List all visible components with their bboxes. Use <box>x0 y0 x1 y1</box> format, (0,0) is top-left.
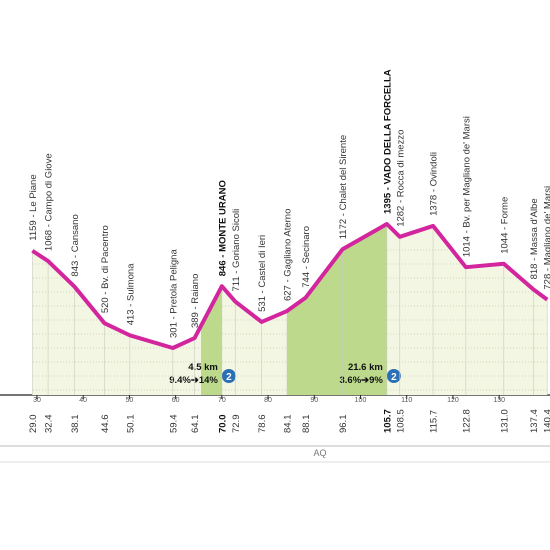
waypoint-km: 96.1 <box>338 415 349 434</box>
x-tick-label: 40 <box>79 397 87 404</box>
waypoint-km: 44.6 <box>100 415 111 434</box>
climb-gradient: 3.6%➔9% <box>340 375 384 386</box>
waypoint-label: 728 - Magliano de' Marsi <box>543 186 550 290</box>
x-tick-label: 120 <box>447 397 459 404</box>
waypoint-km: 88.1 <box>301 415 312 434</box>
waypoint-label: 1378 - Ovindoli <box>429 152 440 216</box>
x-tick-label: 60 <box>172 397 180 404</box>
waypoint-label: 1395 - VADO DELLA FORCELLA <box>382 69 393 214</box>
x-tick-label: 100 <box>355 397 367 404</box>
x-tick-label: 130 <box>493 397 505 404</box>
kom-badge <box>386 369 401 383</box>
waypoint-label: 531 - Castel di Ieri <box>257 235 268 312</box>
x-tick-label: 30 <box>33 397 41 404</box>
waypoint-label: 711 - Goriano Sicoli <box>231 209 242 292</box>
waypoint-label: 744 - Secinaro <box>301 226 312 288</box>
waypoint-label: 1068 - Campo di Giove <box>44 153 55 251</box>
region-label: AQ <box>313 448 326 458</box>
kom-badge <box>221 369 236 383</box>
waypoint-label: 413 - Sulmona <box>125 263 136 326</box>
waypoint-label: 301 - Pretola Peligna <box>168 249 179 338</box>
climb-distance: 21.6 km <box>348 362 383 373</box>
profile-line <box>31 222 549 350</box>
x-tick-label: 50 <box>126 397 134 404</box>
waypoint-label: 1172 - Chalet del Sirente <box>338 135 349 239</box>
waypoint-km: 29.0 <box>28 415 39 434</box>
climb-area <box>287 224 387 395</box>
waypoint-label: 846 - MONTE URANO <box>217 180 228 276</box>
climb-distance: 4.5 km <box>188 362 218 373</box>
waypoint-label: 520 - Bv. di Pacentro <box>100 225 111 313</box>
x-tick-label: 80 <box>264 397 272 404</box>
waypoint-label: 843 - Cansano <box>70 214 81 276</box>
waypoint-km: 84.1 <box>283 415 294 434</box>
waypoint-label: 627 - Gagliano Aterno <box>283 209 294 301</box>
waypoint-km: 108.5 <box>395 409 406 433</box>
waypoint-km: 59.4 <box>168 415 179 434</box>
waypoint-label: 1044 - Forme <box>499 197 510 254</box>
waypoint-km: 50.1 <box>125 415 136 434</box>
waypoint-km: 140.4 <box>543 409 550 433</box>
waypoint-km: 64.1 <box>190 415 201 434</box>
waypoint-label: 389 - Raiano <box>190 274 201 328</box>
waypoint-km: 78.6 <box>257 415 268 434</box>
x-tick-label: 90 <box>310 397 318 404</box>
waypoint-label: 1159 - Le Piane <box>28 174 39 240</box>
climb-gradient: 9.4%➔14% <box>169 375 218 386</box>
waypoint-label: 1014 - Bv. per Magliano de' Marsi <box>461 116 472 257</box>
waypoint-km: 122.8 <box>461 409 472 433</box>
kom-badge-text: 2 <box>391 372 397 383</box>
waypoint-km: 72.9 <box>231 415 242 434</box>
waypoint-km: 70.0 <box>217 415 228 434</box>
waypoint-label: 1282 - Rocca di mezzo <box>395 130 406 227</box>
kom-badge-text: 2 <box>226 372 232 383</box>
waypoint-km: 137.4 <box>529 409 540 433</box>
waypoint-km: 131.0 <box>499 409 510 433</box>
waypoint-km: 32.4 <box>44 415 55 434</box>
x-tick-label: 110 <box>401 397 412 404</box>
x-tick-label: 70 <box>218 397 226 404</box>
waypoint-label: 818 - Massa d'Albe <box>529 198 540 279</box>
waypoint-km: 105.7 <box>382 409 393 433</box>
waypoint-km: 38.1 <box>70 415 81 434</box>
waypoint-km: 115.7 <box>429 410 440 433</box>
